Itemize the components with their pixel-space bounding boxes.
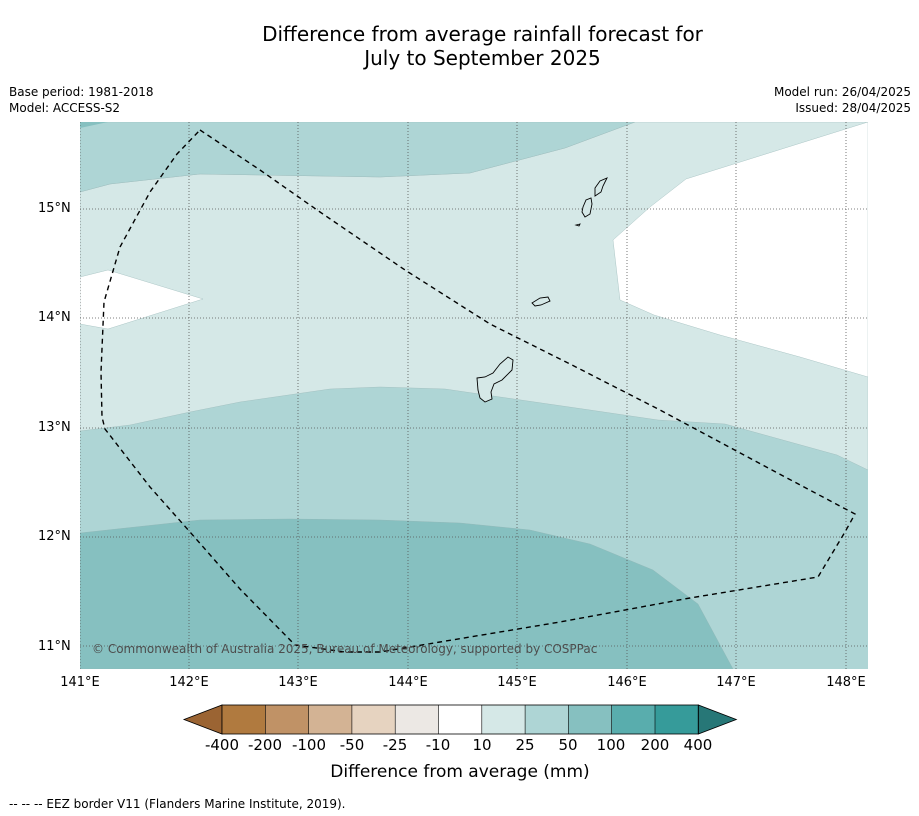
island-rota (531, 296, 551, 307)
model-run-text: Model run: 26/04/2025 (773, 85, 911, 99)
meta-left: Base period: 1981-2018 Model: ACCESS-S2 (9, 84, 154, 116)
colorbar-segment (568, 705, 612, 734)
colorbar-segment (438, 705, 483, 734)
lon-label: 144°E (388, 675, 428, 690)
lon-label: 147°E (716, 675, 756, 690)
lon-label: 145°E (497, 675, 537, 690)
colorbar-label: -100 (291, 736, 327, 754)
colorbar-label: 400 (683, 736, 713, 754)
gridlines (80, 122, 868, 669)
islands (476, 177, 608, 403)
island-tinian (581, 197, 593, 218)
band-neutral-west (80, 269, 204, 330)
band-25-50-north (80, 122, 636, 193)
copyright-text: © Commonwealth of Australia 2025, Bureau… (92, 642, 597, 656)
lat-label: 11°N (38, 639, 71, 654)
lon-label: 146°E (607, 675, 647, 690)
colorbar-segment (611, 705, 656, 734)
colorbar-segment (481, 705, 526, 734)
colorbar-label: 200 (640, 736, 670, 754)
eez-footnote: -- -- -- EEZ border V11 (Flanders Marine… (9, 797, 346, 811)
lat-label: 14°N (38, 310, 71, 325)
colorbar-title: Difference from average (mm) (330, 762, 590, 782)
lat-label: 13°N (38, 420, 71, 435)
colorbar-label: -400 (204, 736, 240, 754)
colorbar-label: -200 (247, 736, 283, 754)
title-line-1: Difference from average rainfall forecas… (262, 22, 703, 46)
colorbar-segment (222, 705, 266, 734)
issued-text: Issued: 28/04/2025 (795, 101, 911, 115)
colorbar-extension-low (182, 704, 223, 735)
model-text: Model: ACCESS-S2 (9, 101, 121, 115)
colorbar-label: 10 (472, 736, 492, 754)
island-aguijan (574, 223, 581, 227)
island-guam (476, 356, 514, 403)
meta-right: Model run: 26/04/2025 Issued: 28/04/2025 (774, 84, 911, 116)
rainfall-map: © Commonwealth of Australia 2025, Bureau… (80, 122, 868, 669)
colorbar-label: -25 (382, 736, 408, 754)
colorbar-segment (525, 705, 569, 734)
colorbar-segment (265, 705, 309, 734)
title-line-2: July to September 2025 (364, 46, 601, 70)
lat-label: 12°N (38, 529, 71, 544)
band-50-100-northwest (80, 122, 108, 128)
colorbar-segment (655, 705, 699, 734)
lon-label: 142°E (169, 675, 209, 690)
lon-label: 141°E (60, 675, 100, 690)
lon-label: 148°E (826, 675, 866, 690)
colorbar-label: 50 (558, 736, 578, 754)
colorbar-label: -10 (425, 736, 451, 754)
colorbar-label: 25 (515, 736, 535, 754)
colorbar-label: 100 (596, 736, 626, 754)
colorbar-segment (351, 705, 396, 734)
map-title: Difference from average rainfall forecas… (0, 22, 919, 70)
island-saipan (594, 177, 608, 197)
colorbar (182, 704, 738, 735)
colorbar-segment (308, 705, 353, 734)
lat-label: 15°N (38, 201, 71, 216)
band-neutral-east (612, 122, 868, 378)
lon-label: 143°E (278, 675, 318, 690)
colorbar-segment (395, 705, 439, 734)
base-period-text: Base period: 1981-2018 (9, 85, 154, 99)
colorbar-extension-high (697, 704, 738, 735)
colorbar-label: -50 (339, 736, 365, 754)
colorbar-outline (221, 704, 699, 735)
